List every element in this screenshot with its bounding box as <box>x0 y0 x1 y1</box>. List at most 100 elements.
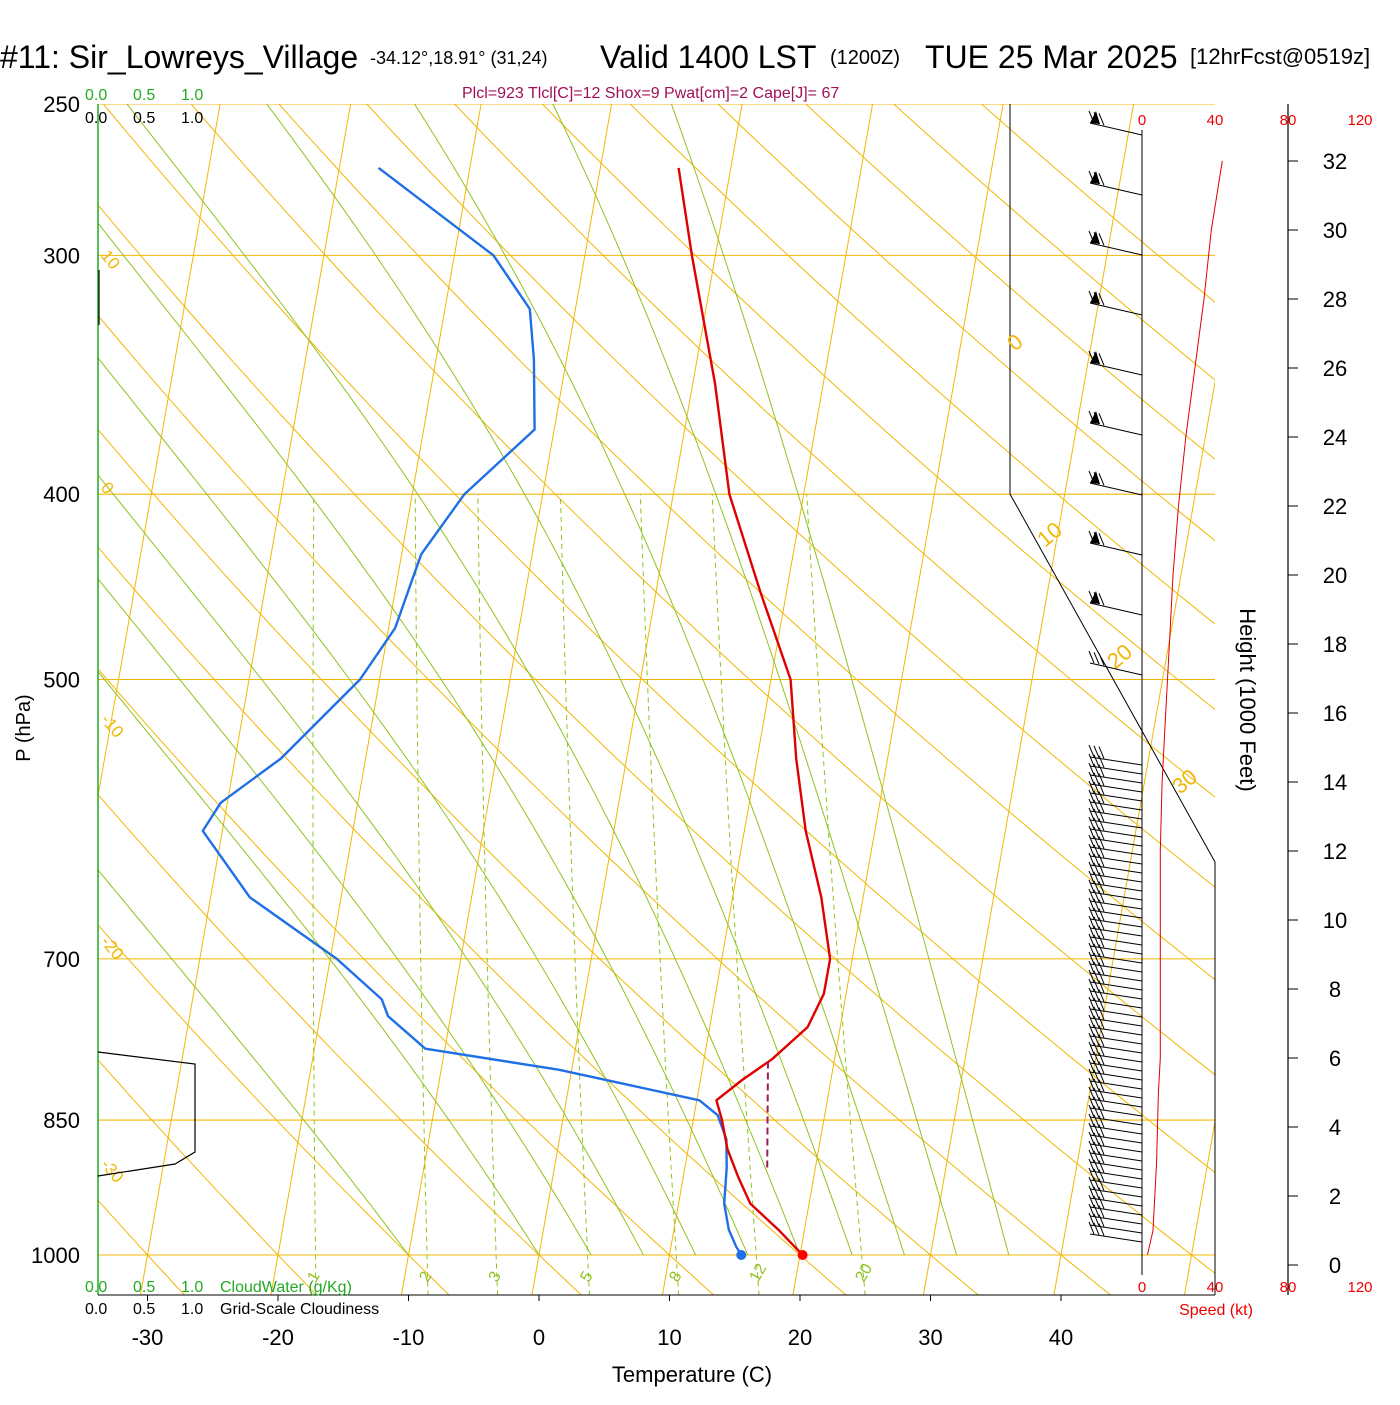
wind-barb-tick-33-2 <box>1098 953 1105 966</box>
wind-barb-tick-50-0 <box>1088 1104 1095 1118</box>
wind-barb-tick-40-1 <box>1093 1015 1100 1028</box>
wind-barb-tick-40-2 <box>1098 1016 1105 1029</box>
wind-barb-tick-38-1 <box>1093 997 1100 1010</box>
wind-barb-15 <box>1089 801 1143 811</box>
moist-adiabat-20 <box>126 104 801 1256</box>
wind-barb-tick-26-2 <box>1098 890 1105 903</box>
wind-barb-tick-62-0 <box>1088 1212 1095 1226</box>
wind-barb-tick-35-0 <box>1088 969 1095 983</box>
wind-barb-tick-51-2 <box>1098 1115 1105 1128</box>
wind-barb-tick-8-2 <box>1098 593 1105 606</box>
isotherm-label-left-2: -10 <box>97 710 127 741</box>
height-tick-label-30: 30 <box>1323 218 1347 243</box>
isotherm--20 <box>270 104 482 1295</box>
wind-barb-tick-26-1 <box>1093 889 1100 902</box>
wind-barb-tick-62-1 <box>1093 1213 1100 1226</box>
pressure-label-300: 300 <box>43 243 80 268</box>
wind-barb-tick-23-1 <box>1093 862 1100 875</box>
pressure-label-250: 250 <box>43 92 80 117</box>
wind-barb-21 <box>1089 855 1143 865</box>
wind-barb-tick-34-1 <box>1093 961 1100 974</box>
mixing-ratio-label-8: 8 <box>666 1269 685 1285</box>
height-tick-label-4: 4 <box>1329 1115 1341 1140</box>
wind-barb-tick-47-0 <box>1088 1077 1095 1091</box>
date-label: TUE 25 Mar 2025 <box>925 39 1178 75</box>
height-tick-label-20: 20 <box>1323 563 1347 588</box>
wind-barb-tick-45-2 <box>1098 1061 1105 1074</box>
site-coords: -34.12°,18.91° (31,24) <box>370 48 548 68</box>
wind-barb-tick-54-0 <box>1088 1140 1095 1154</box>
wind-barb-tick-53-2 <box>1098 1133 1105 1146</box>
dry-adiabat-100 <box>453 104 1215 798</box>
wind-barb-tick-6-2 <box>1098 473 1105 486</box>
dry-adiabat-20 <box>98 546 847 1295</box>
moist-adiabat-36 <box>670 104 1010 1256</box>
wind-barb-tick-30-0 <box>1088 924 1095 938</box>
wind-barb-tick-30-2 <box>1098 926 1105 939</box>
dry-adiabat-90 <box>366 104 1215 888</box>
wind-barb-tick-43-2 <box>1098 1043 1105 1056</box>
plot-right-border <box>1009 104 1216 1295</box>
isotherm-30 <box>922 104 1135 1295</box>
wind-barb-tick-24-0 <box>1088 870 1095 884</box>
wind-barb-tick-17-1 <box>1093 808 1100 821</box>
wind-barb-tick-46-2 <box>1098 1070 1105 1083</box>
x-tick-label--10: -10 <box>393 1325 425 1350</box>
dry-adiabat-130 <box>717 104 1215 542</box>
wind-barb-tick-47-1 <box>1093 1078 1100 1091</box>
wind-barb-tick-35-2 <box>1098 971 1105 984</box>
dry-adiabat-0 <box>98 793 583 1295</box>
wind-barb-tick-61-2 <box>1098 1205 1105 1218</box>
dry-adiabat--20 <box>98 1059 318 1295</box>
wind-barb-27 <box>1089 909 1143 919</box>
dry-adiabat-120 <box>629 104 1215 625</box>
mixing-ratio-5 <box>559 494 590 1295</box>
indices-line: Plcl=923 Tlcl[C]=12 Shox=9 Pwat[cm]=2 Ca… <box>462 85 839 102</box>
wind-barb-33 <box>1089 963 1143 973</box>
wind-barb-tick-14-0 <box>1088 780 1095 794</box>
wind-barb-tick-0-0 <box>1088 110 1095 124</box>
wind-barb-28 <box>1089 918 1143 928</box>
wind-barb-tick-56-0 <box>1088 1158 1095 1172</box>
wind-barb-14 <box>1089 792 1143 802</box>
wind-barb-tick-4-1 <box>1093 351 1100 365</box>
cloudiness-tick-top-2: 1.0 <box>181 110 203 127</box>
wind-barb-tick-46-1 <box>1093 1069 1100 1082</box>
wind-barb-32 <box>1089 954 1143 964</box>
wind-barb-tick-0-2 <box>1098 113 1105 126</box>
wind-barb-tick-4-0 <box>1088 350 1095 364</box>
height-tick-label-8: 8 <box>1329 977 1341 1002</box>
wind-barb-tick-39-2 <box>1098 1007 1105 1020</box>
wind-barb-31 <box>1089 945 1143 955</box>
wind-barb-tick-33-0 <box>1088 951 1095 965</box>
wind-barb-58 <box>1089 1188 1143 1198</box>
mixing-ratio-label-3: 3 <box>486 1269 505 1285</box>
wind-barb-55 <box>1089 1161 1143 1171</box>
pressure-label-500: 500 <box>43 668 80 693</box>
wind-barb-34 <box>1089 972 1143 982</box>
height-tick-label-26: 26 <box>1323 356 1347 381</box>
wind-barb-tick-57-2 <box>1098 1169 1105 1182</box>
cloudwater-tick-bottom-2: 1.0 <box>181 1279 203 1296</box>
mixing-ratio-8 <box>639 494 680 1295</box>
wind-barb-tick-9-2 <box>1098 653 1105 666</box>
cloudiness-label: Grid-Scale Cloudiness <box>220 1301 379 1318</box>
speed-tick-bottom-2: 80 <box>1280 1279 1297 1296</box>
wind-barb-tick-48-0 <box>1088 1086 1095 1100</box>
moist-adiabat-32 <box>552 104 958 1256</box>
wind-barb-tick-24-1 <box>1093 871 1100 884</box>
wind-barb-tick-37-2 <box>1098 989 1105 1002</box>
wind-barb-tick-38-0 <box>1088 996 1095 1010</box>
wind-barb-tick-10-0 <box>1088 744 1095 758</box>
speed-tick-bottom-3: 120 <box>1347 1279 1372 1296</box>
x-tick-label-10: 10 <box>657 1325 681 1350</box>
wind-barb-16 <box>1089 810 1143 820</box>
wind-barb-5 <box>1089 422 1143 436</box>
wind-barb-tick-21-2 <box>1098 845 1105 858</box>
wind-barb-tick-6-1 <box>1093 471 1100 485</box>
wind-barb-tick-63-2 <box>1098 1223 1105 1236</box>
wind-barb-2 <box>1089 242 1143 256</box>
wind-barb-tick-35-1 <box>1093 970 1100 983</box>
wind-barb-tick-12-2 <box>1098 764 1105 777</box>
